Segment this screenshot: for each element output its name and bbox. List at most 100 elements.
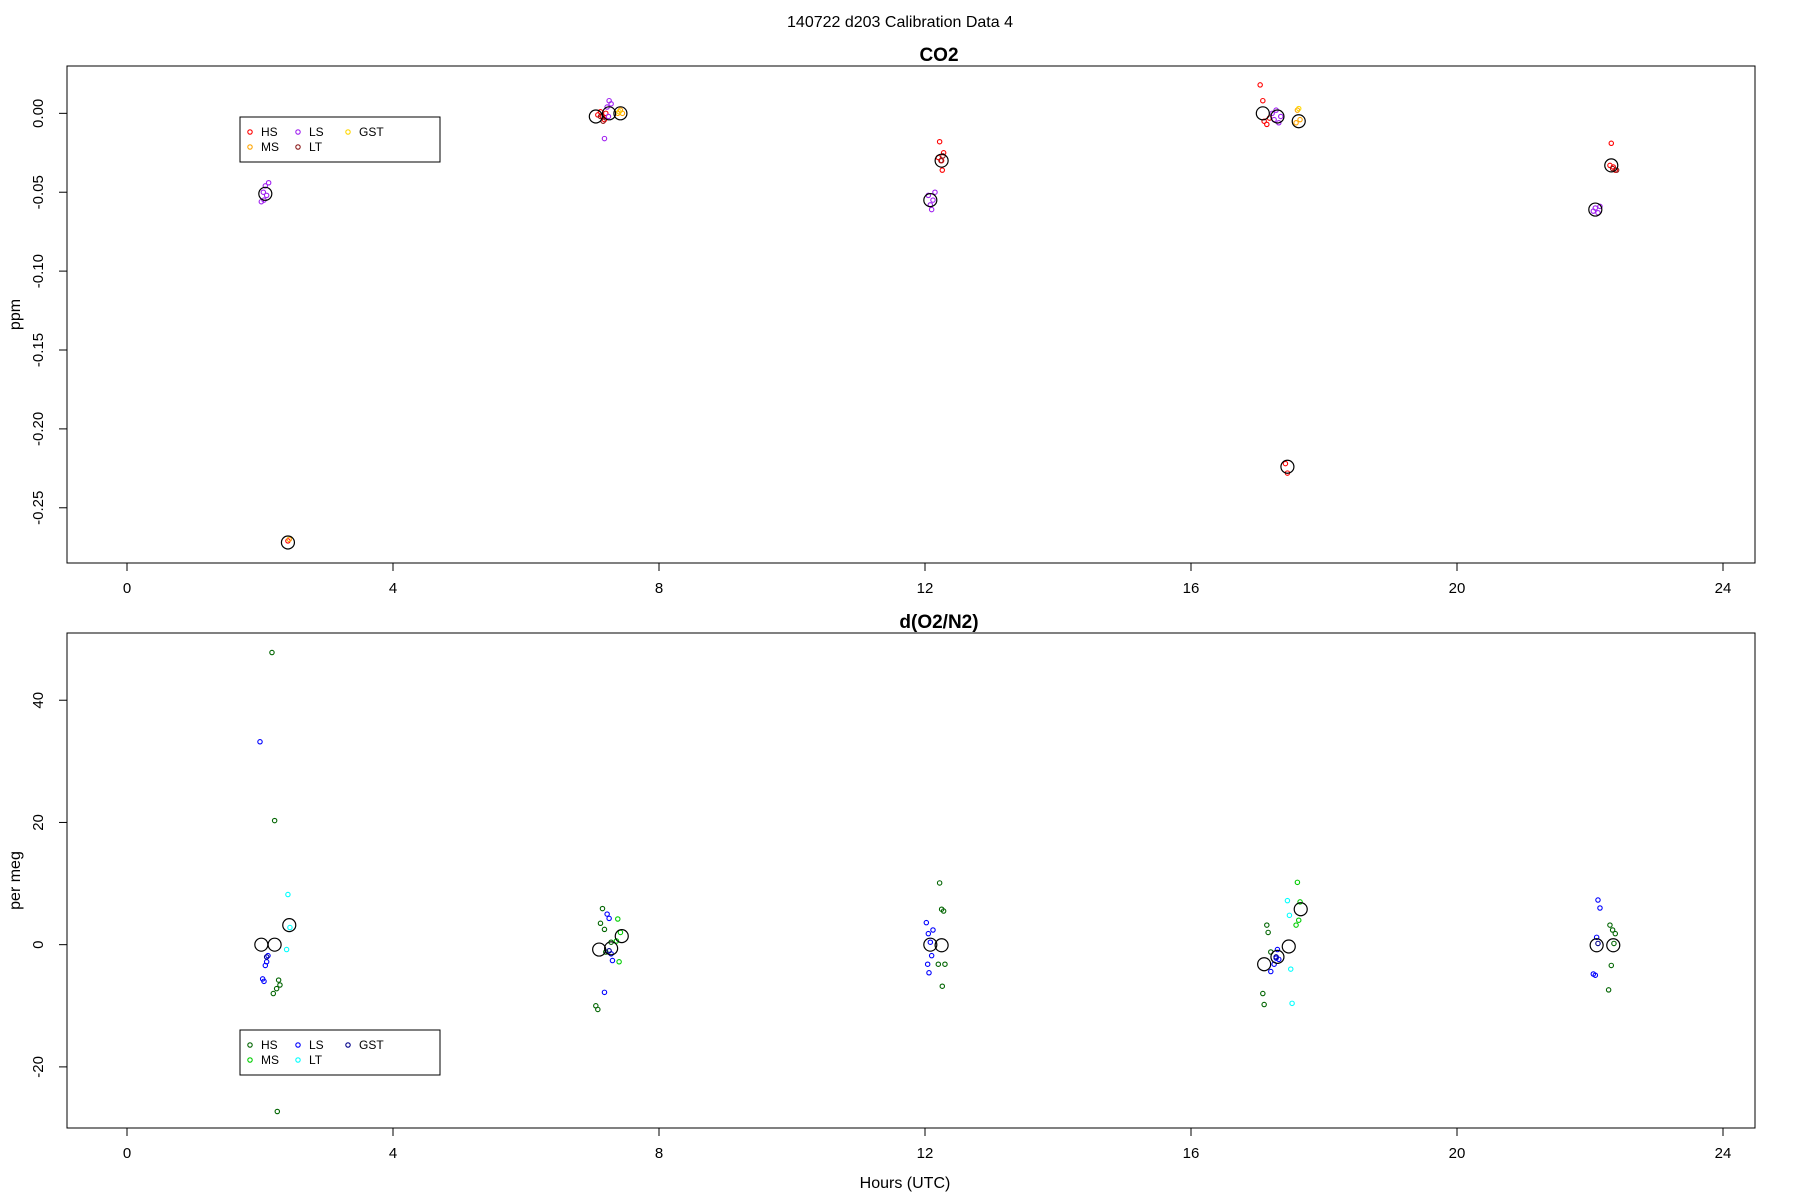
data-point [265, 180, 272, 186]
y-tick-label: 0.00 [30, 99, 47, 128]
data-point [261, 978, 267, 985]
legend-label: GST [359, 1038, 384, 1052]
data-point [286, 536, 293, 543]
y-tick-label: -0.05 [30, 175, 47, 209]
data-point [930, 927, 936, 933]
data-point [939, 983, 946, 989]
data-point [1295, 105, 1302, 112]
mean-marker [1293, 902, 1308, 917]
data-point [1282, 460, 1289, 467]
data-point [1595, 940, 1601, 947]
data-point [938, 157, 944, 164]
x-tick-label: 24 [1715, 1145, 1732, 1162]
data-point [271, 817, 278, 824]
data-point [609, 957, 616, 964]
mean-marker [1291, 114, 1306, 129]
data-point [597, 920, 604, 927]
data-point [1608, 140, 1615, 147]
legend-label: LT [309, 1053, 323, 1067]
mean-marker [1270, 949, 1285, 964]
data-point [1593, 934, 1600, 941]
data-point [1274, 946, 1281, 953]
legend-marker [247, 129, 253, 135]
data-point [606, 948, 612, 954]
mean-marker [604, 941, 619, 956]
legend-marker [345, 1042, 351, 1048]
series-lt [597, 113, 1620, 173]
x-tick-label: 20 [1449, 1145, 1466, 1162]
data-point [1611, 940, 1617, 947]
legend-label: LS [309, 125, 324, 139]
data-point [1286, 912, 1293, 919]
data-point [599, 905, 606, 912]
data-point [936, 880, 943, 886]
legend-marker [295, 1057, 301, 1063]
data-point [1278, 113, 1284, 120]
mean-marker [1588, 202, 1603, 217]
legend-label: GST [359, 125, 384, 139]
data-point [1260, 97, 1266, 104]
data-point [1264, 922, 1270, 928]
data-point [273, 985, 280, 992]
data-point [260, 189, 267, 195]
data-point [606, 915, 612, 922]
data-point [923, 919, 930, 926]
x-tick-label: 0 [123, 580, 131, 597]
data-point [1607, 922, 1613, 928]
data-point [287, 924, 293, 931]
data-point [283, 946, 290, 953]
data-point [262, 183, 269, 189]
y-tick-label: -0.10 [30, 254, 47, 288]
data-point [1297, 899, 1303, 905]
chart-panel-0: CO2 ppm 0.00 -0.05 -0.10 -0.15 -0.20 -0.25 0 4 8 12… [7, 45, 1756, 597]
mean-marker [592, 942, 607, 957]
mean-marker [1270, 109, 1285, 124]
x-tick-label: 4 [389, 580, 397, 597]
data-point [263, 192, 270, 199]
series-gst [616, 105, 1302, 115]
mean-marker [1281, 939, 1296, 954]
data-point [1293, 922, 1299, 928]
data-point [615, 916, 621, 922]
x-tick-label: 0 [123, 1145, 131, 1162]
data-point [924, 961, 931, 967]
data-point [1605, 987, 1612, 993]
data-point [1607, 162, 1613, 169]
mean-marker [1604, 158, 1619, 173]
y-axis-title: ppm [7, 299, 24, 330]
data-point [1612, 930, 1619, 937]
legend: HS LS GST MS LT [239, 116, 441, 163]
data-point [601, 989, 608, 996]
figure-title: 140722 d203 Calibration Data 4 [787, 14, 1013, 31]
y-axis-title: per meg [7, 851, 24, 910]
x-tick-label: 4 [389, 1145, 397, 1162]
data-point [608, 101, 614, 107]
data-point [1264, 121, 1270, 128]
data-point [1293, 120, 1299, 126]
series-ls [257, 739, 1603, 996]
data-point [1289, 1000, 1295, 1007]
y-tick-label: 0 [30, 940, 47, 948]
data-point [603, 110, 609, 117]
chart-panel-1: d(O2/N2) per meg -20 0 20 40 0 4 8 12 16 20 24 Hours … [7, 612, 1756, 1192]
mean-marker [258, 186, 273, 201]
data-point [1294, 879, 1301, 886]
mean-marker [282, 918, 297, 933]
data-point [265, 952, 271, 959]
data-point [942, 961, 948, 967]
legend: HS LS GST MS LT [239, 1029, 441, 1076]
data-point [262, 962, 269, 969]
mean-marker [602, 106, 617, 121]
data-point [1261, 118, 1267, 124]
legend-label: MS [261, 1053, 279, 1067]
data-point [926, 970, 932, 976]
x-tick-label: 24 [1715, 580, 1732, 597]
data-point [274, 1108, 281, 1115]
data-point [932, 189, 938, 195]
mean-marker [923, 937, 938, 952]
mean-marker [1589, 938, 1604, 953]
x-tick-label: 8 [655, 580, 663, 597]
mean-marker [613, 106, 628, 121]
x-tick-label: 16 [1183, 580, 1200, 597]
mean-marker [267, 937, 282, 952]
